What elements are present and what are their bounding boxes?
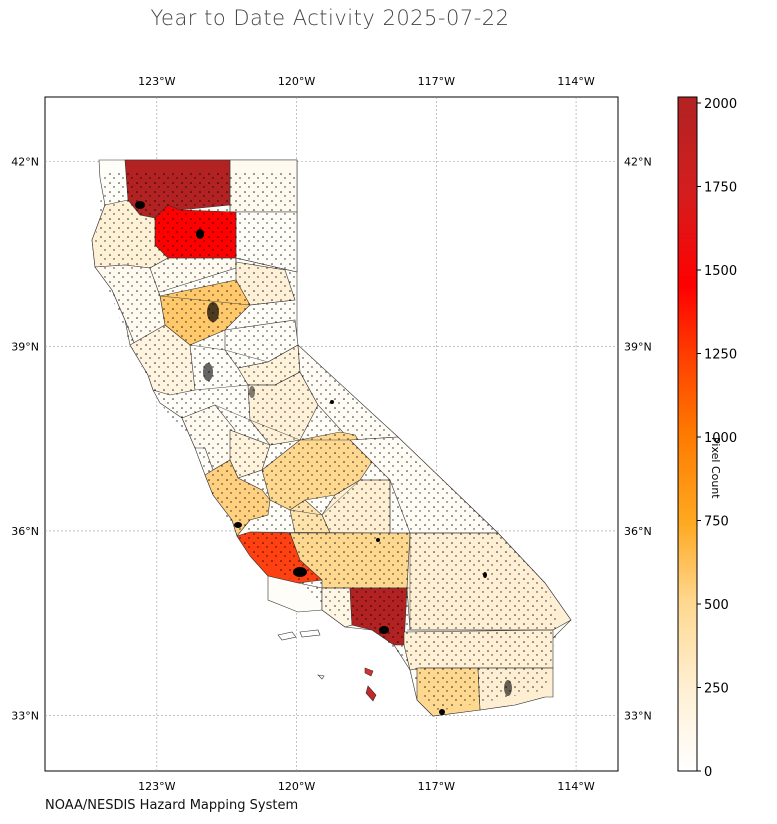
colorbar-tick-label: 1750 (704, 181, 737, 196)
lat-tick-label-left: 42°N (11, 156, 39, 169)
credit-text: NOAA/NESDIS Hazard Mapping System (45, 798, 299, 813)
lon-tick-label-bottom: 120°W (278, 780, 315, 793)
colorbar (677, 96, 698, 772)
lon-tick-label-bottom: 123°W (138, 780, 175, 793)
colorbar-ticks: 0 250 500 750 1000 1250 1500 1750 2000 (697, 97, 737, 780)
lat-tick-label-left: 39°N (11, 340, 39, 353)
lat-tick-label-left: 33°N (11, 710, 39, 723)
lon-tick-label-bottom: 114°W (557, 780, 594, 793)
fire-detections (95, 170, 560, 715)
lon-tick-label-top: 120°W (278, 75, 315, 88)
colorbar-tick-label: 750 (704, 515, 729, 530)
colorbar-tick-label: 0 (704, 765, 712, 780)
lat-tick-label-left: 36°N (11, 525, 39, 538)
lat-tick-label-right: 36°N (624, 525, 652, 538)
lat-tick-label-right: 42°N (624, 156, 652, 169)
lon-tick-label-top: 117°W (418, 75, 455, 88)
lat-tick-label-right: 33°N (624, 710, 652, 723)
colorbar-tick-label: 250 (704, 682, 729, 697)
lon-tick-label-top: 123°W (138, 75, 175, 88)
colorbar-tick-label: 500 (704, 598, 729, 613)
map-title: Year to Date Activity 2025-07-22 (150, 6, 510, 30)
lon-tick-label-bottom: 117°W (418, 780, 455, 793)
colorbar-tick-label: 2000 (704, 97, 737, 112)
channel-islands (277, 629, 377, 702)
lat-tick-label-right: 39°N (624, 340, 652, 353)
colorbar-tick-label: 1500 (704, 264, 737, 279)
colorbar-tick-label: 1250 (704, 348, 737, 363)
colorbar-tick-label: 1000 (704, 431, 737, 446)
colorbar-label: Pixel Count (709, 437, 722, 499)
lon-tick-label-top: 114°W (557, 75, 594, 88)
